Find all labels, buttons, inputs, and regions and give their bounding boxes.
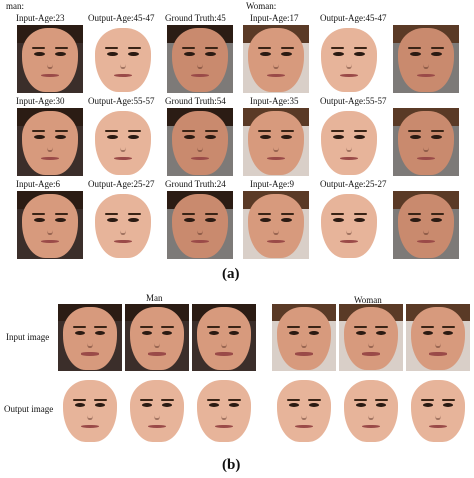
label-a-r2-woman-output: Output-Age:55-57 [320,96,387,106]
panel-b-man-title: Man [146,293,163,303]
label-a-r2-man-input: Input-Age:30 [16,96,65,106]
label-a-r1-man-input: Input-Age:23 [16,13,65,23]
face-a-r2-man-input [17,108,83,176]
label-a-r2-man-output: Output-Age:55-57 [88,96,155,106]
panel-b-output-label: Output image [4,404,54,414]
label-a-r3-woman-input: Input-Age:9 [250,179,294,189]
face-a-r3-woman-input [243,191,309,259]
face-a-r3-man-truth [167,191,233,259]
label-a-r3-man-truth: Ground Truth:24 [165,179,226,189]
face-b-output-man-1 [58,377,122,443]
face-b-input-man-2 [125,304,189,371]
label-a-r3-woman-output: Output-Age:25-27 [320,179,387,189]
face-b-input-man-1 [58,304,122,371]
panel-b-caption: (b) [222,457,241,473]
panel-a-caption: (a) [222,266,240,282]
man-group-label: man: [6,1,24,11]
face-b-output-woman-1 [272,377,336,443]
label-a-r1-man-truth: Ground Truth:45 [165,13,226,23]
face-a-r3-woman-output [316,191,382,259]
face-a-r2-woman-output [316,108,382,176]
face-b-output-woman-2 [339,377,403,443]
face-a-r1-man-input [17,25,83,93]
face-b-input-man-3 [192,304,256,371]
face-b-input-woman-1 [272,304,336,371]
face-a-r1-woman-input [243,25,309,93]
face-b-output-woman-3 [406,377,470,443]
face-b-output-man-3 [192,377,256,443]
face-b-output-man-2 [125,377,189,443]
face-a-r2-man-truth [167,108,233,176]
label-a-r1-man-output: Output-Age:45-47 [88,13,155,23]
label-a-r3-man-output: Output-Age:25-27 [88,179,155,189]
woman-group-label: Woman: [246,1,277,11]
face-b-input-woman-3 [406,304,470,371]
face-a-r1-woman-output [316,25,382,93]
label-a-r1-woman-input: Input-Age:17 [250,13,299,23]
face-a-r1-man-truth [167,25,233,93]
panel-b-input-label: Input image [6,332,50,342]
label-a-r1-woman-output: Output-Age:45-47 [320,13,387,23]
face-a-r2-woman-input [243,108,309,176]
label-a-r2-woman-input: Input-Age:35 [250,96,299,106]
face-a-r3-man-output [90,191,156,259]
face-a-r2-woman-truth [393,108,459,176]
face-a-r3-woman-truth [393,191,459,259]
face-a-r2-man-output [90,108,156,176]
face-a-r1-woman-truth [393,25,459,93]
face-a-r1-man-output [90,25,156,93]
face-a-r3-man-input [17,191,83,259]
face-b-input-woman-2 [339,304,403,371]
label-a-r3-man-input: Input-Age:6 [16,179,60,189]
label-a-r2-man-truth: Ground Truth:54 [165,96,226,106]
panel-b-woman-title: Woman [354,295,382,305]
